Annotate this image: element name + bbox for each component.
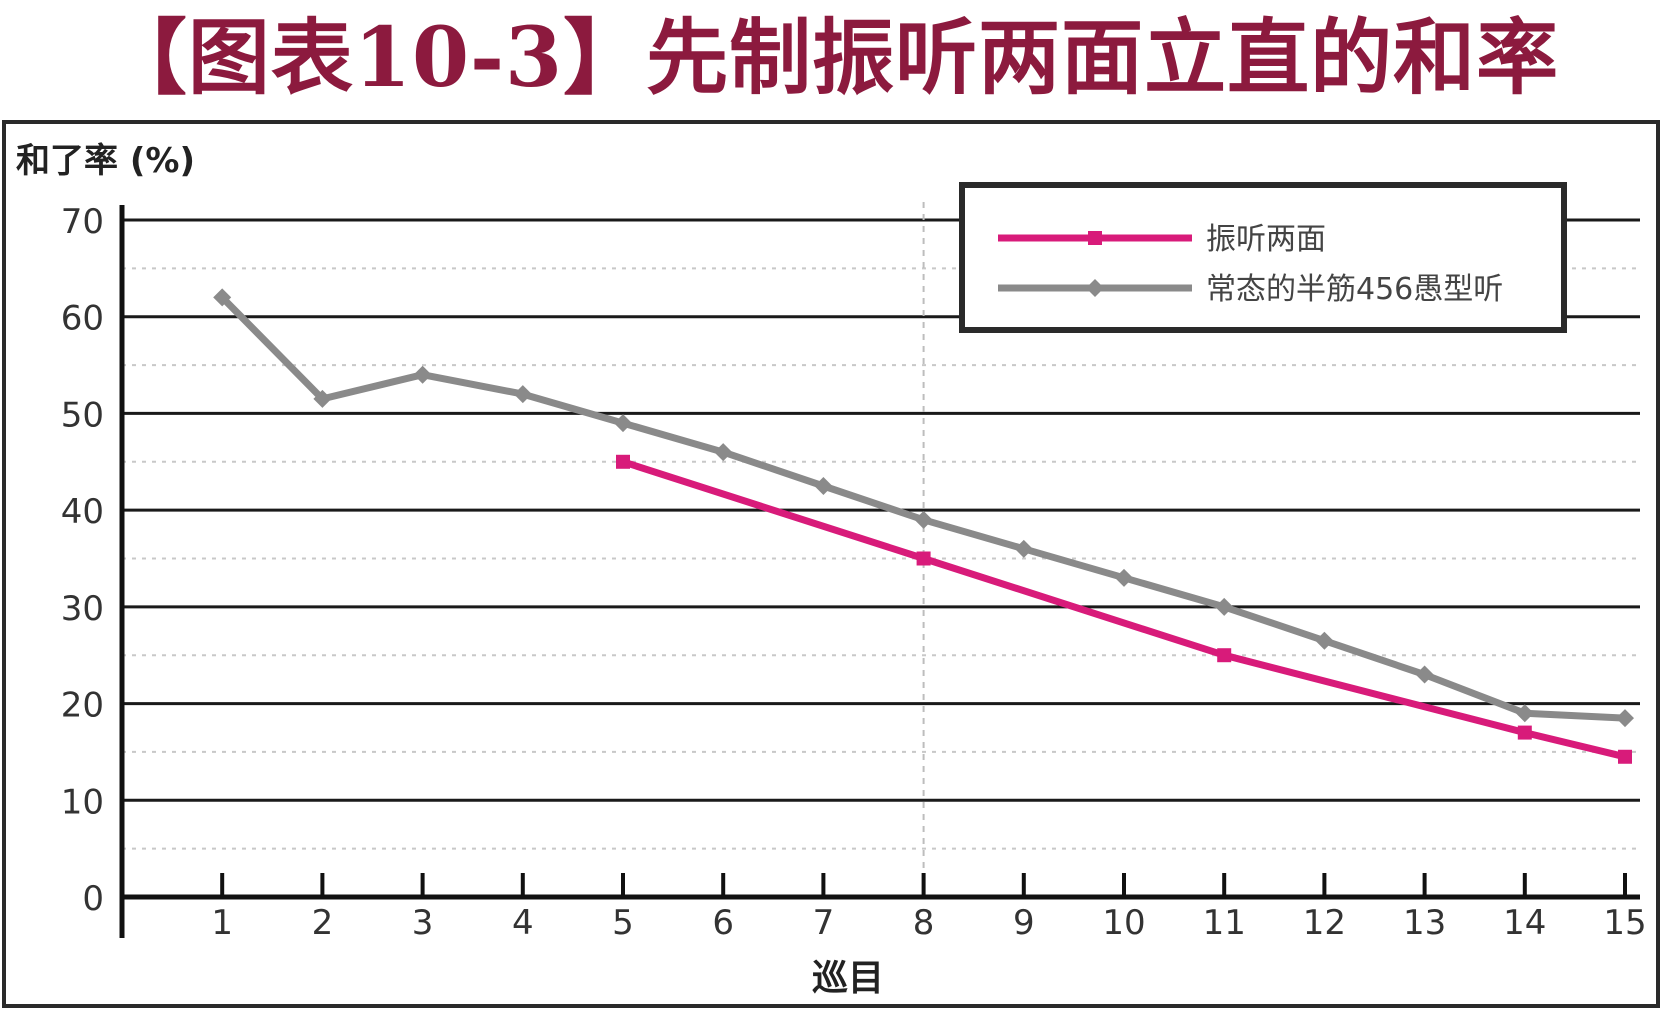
data-point xyxy=(914,510,933,529)
x-tick-label: 2 xyxy=(312,903,334,943)
legend-label: 常态的半筋456愚型听 xyxy=(1206,272,1503,307)
y-tick-label: 20 xyxy=(61,686,104,726)
legend-swatch-marker xyxy=(1086,279,1104,297)
legend-label: 振听两面 xyxy=(1206,222,1326,257)
y-tick-label: 60 xyxy=(61,299,104,339)
y-tick-label: 40 xyxy=(61,492,104,532)
data-point xyxy=(1515,704,1534,723)
legend-swatch-marker xyxy=(1088,231,1102,245)
data-point xyxy=(814,476,833,495)
data-point xyxy=(1215,597,1234,616)
x-tick-label: 3 xyxy=(412,903,434,943)
data-point xyxy=(1217,648,1232,663)
figure-title: 【图表10-3】先制振听两面立直的和率 xyxy=(104,10,1560,106)
data-point xyxy=(1616,709,1634,728)
data-point xyxy=(1315,631,1334,650)
y-tick-label: 50 xyxy=(61,395,104,435)
x-tick-label: 7 xyxy=(813,903,835,943)
x-tick-label: 15 xyxy=(1603,903,1646,943)
y-tick-label: 0 xyxy=(82,879,104,919)
series-1 xyxy=(616,454,1632,764)
y-tick-label: 10 xyxy=(61,782,104,822)
x-tick-label: 13 xyxy=(1403,903,1446,943)
x-tick-label: 5 xyxy=(612,903,634,943)
x-tick-label: 11 xyxy=(1203,903,1246,943)
data-point xyxy=(1517,725,1532,740)
series-2 xyxy=(213,288,1634,728)
x-tick-label: 14 xyxy=(1503,903,1546,943)
legend-box xyxy=(959,182,1567,333)
data-point xyxy=(1014,539,1033,558)
data-point xyxy=(213,288,232,307)
x-tick-label: 6 xyxy=(712,903,734,943)
data-point xyxy=(1415,665,1434,684)
data-point xyxy=(916,551,931,566)
x-tick-label: 1 xyxy=(211,903,233,943)
data-point xyxy=(1618,749,1632,764)
series xyxy=(213,288,1634,764)
x-tick-label: 10 xyxy=(1102,903,1145,943)
y-tick-label: 30 xyxy=(61,589,104,629)
x-tick-label: 8 xyxy=(913,903,935,943)
grid xyxy=(122,202,1640,897)
data-point xyxy=(616,454,630,469)
x-tick-label: 12 xyxy=(1303,903,1346,943)
x-tick-label: 4 xyxy=(512,903,534,943)
data-point xyxy=(614,414,632,433)
data-point xyxy=(313,389,332,408)
data-point xyxy=(513,385,532,404)
data-point xyxy=(413,365,432,384)
x-axis-label: 巡目 xyxy=(812,958,884,999)
y-axis-label: 和了率 (%) xyxy=(16,141,195,181)
data-point xyxy=(1115,568,1133,587)
x-tick-label: 9 xyxy=(1013,903,1035,943)
y-tick-label: 70 xyxy=(61,202,104,242)
data-point xyxy=(714,443,733,462)
